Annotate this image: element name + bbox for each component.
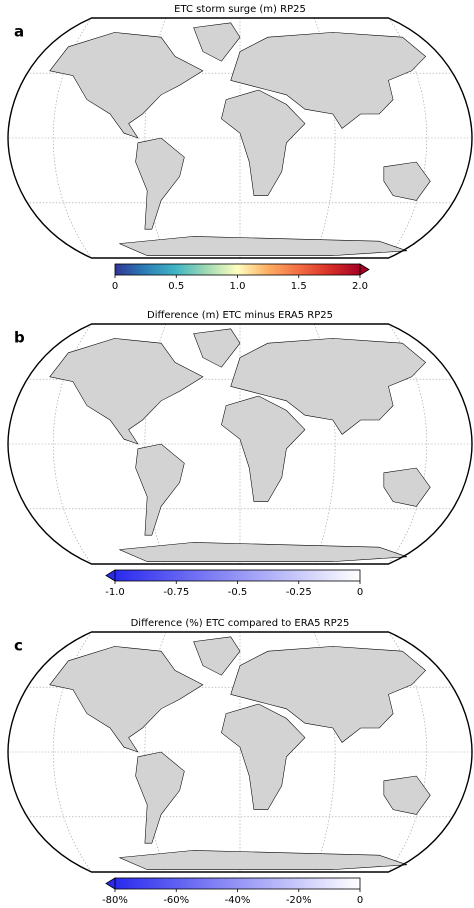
- panel-title: Difference (%) ETC compared to ERA5 RP25: [131, 618, 350, 629]
- panel-label: b: [14, 329, 25, 347]
- world-map: [7, 631, 473, 873]
- colorbar-tick-label: -20%: [286, 895, 312, 906]
- colorbar-tick-label: 2.0: [352, 281, 368, 292]
- colorbar-extend: [105, 569, 116, 582]
- colorbar: [114, 569, 361, 582]
- colorbar-extend: [359, 263, 370, 276]
- colorbar-tick-label: -60%: [163, 895, 189, 906]
- panel-label: c: [14, 637, 23, 655]
- world-map: [7, 323, 473, 565]
- colorbar-tick-label: 1.5: [291, 281, 307, 292]
- world-map: [7, 17, 473, 259]
- panel-title: Difference (m) ETC minus ERA5 RP25: [147, 310, 333, 321]
- colorbar-tick-label: -0.75: [163, 587, 189, 598]
- panel-label: a: [14, 23, 24, 41]
- colorbar-tick-label: -1.0: [105, 587, 125, 598]
- colorbar-extend: [105, 877, 116, 890]
- colorbar: [114, 263, 361, 276]
- colorbar-tick-label: -40%: [225, 895, 251, 906]
- panel-title: ETC storm surge (m) RP25: [174, 4, 306, 15]
- colorbar-tick-label: 0.5: [168, 281, 184, 292]
- colorbar-tick-label: 0: [112, 281, 118, 292]
- colorbar-tick-label: 0: [357, 895, 363, 906]
- colorbar-tick-label: 0: [357, 587, 363, 598]
- colorbar-tick-label: -0.5: [228, 587, 248, 598]
- colorbar-tick-label: -80%: [102, 895, 128, 906]
- colorbar-tick-label: -0.25: [286, 587, 312, 598]
- colorbar-tick-label: 1.0: [230, 281, 246, 292]
- colorbar: [114, 877, 361, 890]
